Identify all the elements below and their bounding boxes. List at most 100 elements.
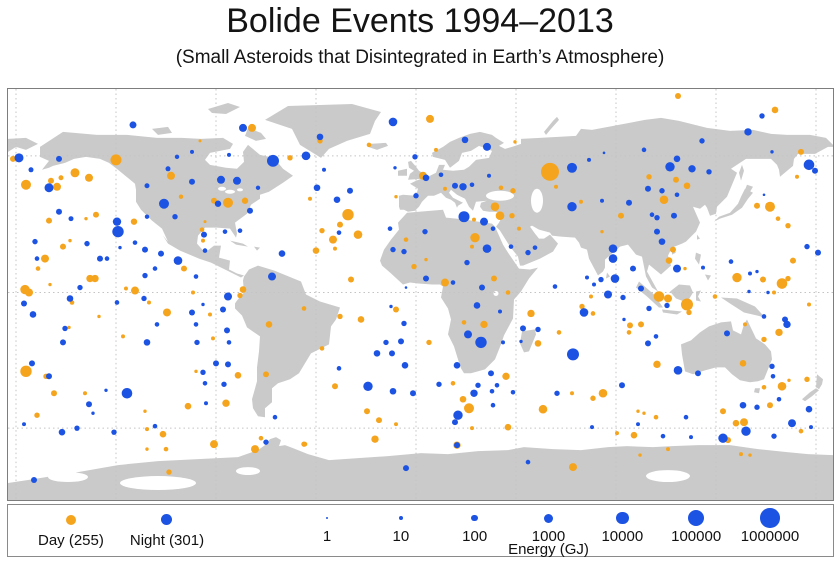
bolide-night-dot <box>436 381 442 387</box>
bolide-night-dot <box>592 282 596 287</box>
bolide-day-dot <box>775 328 783 337</box>
bolide-night-dot <box>388 117 398 127</box>
bolide-night-dot <box>336 366 342 371</box>
bolide-night-dot <box>202 248 208 253</box>
bolide-day-dot <box>490 202 500 212</box>
bolide-day-dot <box>319 346 325 351</box>
bolide-day-dot <box>222 399 230 407</box>
bolide-day-dot <box>393 306 399 313</box>
energy-size-label: 100 <box>462 528 488 545</box>
inland-water <box>48 186 690 491</box>
bolide-night-dot <box>683 414 689 420</box>
bolide-night-dot <box>152 423 158 429</box>
energy-size-label: 10 <box>392 528 410 545</box>
bolide-night-dot <box>567 162 577 173</box>
landmass-antarctica <box>8 437 833 500</box>
bolide-day-dot <box>25 288 33 297</box>
bolide-day-dot <box>798 428 804 434</box>
bolide-day-dot <box>239 286 247 293</box>
bolide-day-dot <box>70 168 80 178</box>
bolide-day-dot <box>464 403 474 414</box>
bolide-day-dot <box>434 147 438 152</box>
bolide-night-dot <box>665 162 675 172</box>
bolide-night-dot <box>724 330 730 337</box>
bolide-day-dot <box>357 316 365 323</box>
landmass-south-america <box>235 265 340 418</box>
energy-size-item: 1000000 <box>739 508 801 545</box>
weddell-gap <box>236 467 260 476</box>
bolide-day-dot <box>765 201 775 212</box>
bolide-day-dot <box>91 274 99 283</box>
bolide-day-dot <box>659 195 669 205</box>
bolide-night-dot <box>728 259 734 264</box>
bolide-night-dot <box>32 238 38 245</box>
bolide-day-dot <box>167 171 175 180</box>
bolide-day-dot <box>60 243 66 250</box>
bolide-night-dot <box>404 286 408 289</box>
bolide-night-dot <box>46 373 52 380</box>
page-subtitle: (Small Asteroids that Disintegrated in E… <box>175 47 665 68</box>
bolide-night-dot <box>510 389 516 395</box>
bolide-day-dot <box>739 452 743 457</box>
bolide-night-dot <box>741 426 751 436</box>
landmass-java <box>662 309 682 315</box>
bolide-day-dot <box>570 391 574 396</box>
bolide-night-dot <box>620 294 626 301</box>
energy-size-dot-box <box>543 508 553 528</box>
bolide-night-dot <box>658 238 666 245</box>
energy-size-dot-box <box>398 508 403 528</box>
ice-shelf-gap-east <box>646 470 690 483</box>
bolide-day-dot <box>760 276 766 283</box>
bolide-night-dot <box>44 183 54 193</box>
bolide-day-dot <box>223 197 233 208</box>
bolide-night-dot <box>29 311 37 318</box>
landmass-tasmania <box>754 388 760 394</box>
day-night-legend: Day (255) Night (301) <box>38 511 204 549</box>
bolide-night-dot <box>695 370 701 377</box>
bolide-night-dot <box>143 339 151 346</box>
bolide-night-dot <box>336 230 342 235</box>
bolide-day-dot <box>748 453 752 457</box>
bolide-day-dot <box>495 211 505 220</box>
bolide-day-dot <box>767 402 773 409</box>
bolide-night-dot <box>204 401 208 406</box>
bolide-night-dot <box>224 327 230 334</box>
energy-size-dot-icon <box>325 516 329 520</box>
bolide-night-dot <box>803 159 815 171</box>
bolide-day-dot <box>121 334 125 339</box>
bolide-day-dot <box>732 272 742 283</box>
bolide-day-dot <box>775 216 781 221</box>
bolide-night-dot <box>641 147 647 153</box>
bolide-night-dot <box>688 165 696 173</box>
bolide-day-dot <box>319 227 325 234</box>
bolide-night-dot <box>598 276 604 283</box>
bolide-night-dot <box>225 361 231 368</box>
bolide-day-dot <box>301 441 307 447</box>
bolide-night-dot <box>272 414 278 420</box>
bolide-night-dot <box>389 304 393 309</box>
bolide-day-dot <box>785 275 791 282</box>
bolide-day-dot <box>626 330 632 335</box>
bolide-night-dot <box>654 214 660 221</box>
bolide-night-dot <box>487 173 491 178</box>
bolide-night-dot <box>610 274 620 283</box>
bolide-night-dot <box>459 183 467 191</box>
landmass-new-guinea <box>721 297 765 318</box>
bolide-day-dot <box>642 411 646 415</box>
bolide-night-dot <box>233 176 241 185</box>
bolide-night-dot <box>689 435 693 440</box>
bolide-night-dot <box>674 192 680 198</box>
bolide-day-dot <box>51 390 57 397</box>
bolide-night-dot <box>673 366 683 375</box>
bolide-day-dot <box>579 303 585 310</box>
bolide-night-dot <box>766 290 770 295</box>
bolide-day-dot <box>258 435 264 441</box>
energy-size-dot-icon <box>688 510 705 526</box>
bolide-night-dot <box>144 183 150 189</box>
bolide-day-dot <box>754 202 760 209</box>
bolide-day-dot <box>68 238 72 243</box>
bolide-day-dot <box>287 155 293 161</box>
bolide-night-dot <box>673 264 681 273</box>
bolide-night-dot <box>660 433 666 439</box>
